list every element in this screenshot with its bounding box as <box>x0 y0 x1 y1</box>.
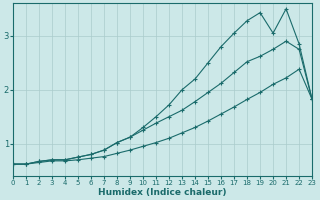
X-axis label: Humidex (Indice chaleur): Humidex (Indice chaleur) <box>98 188 227 197</box>
